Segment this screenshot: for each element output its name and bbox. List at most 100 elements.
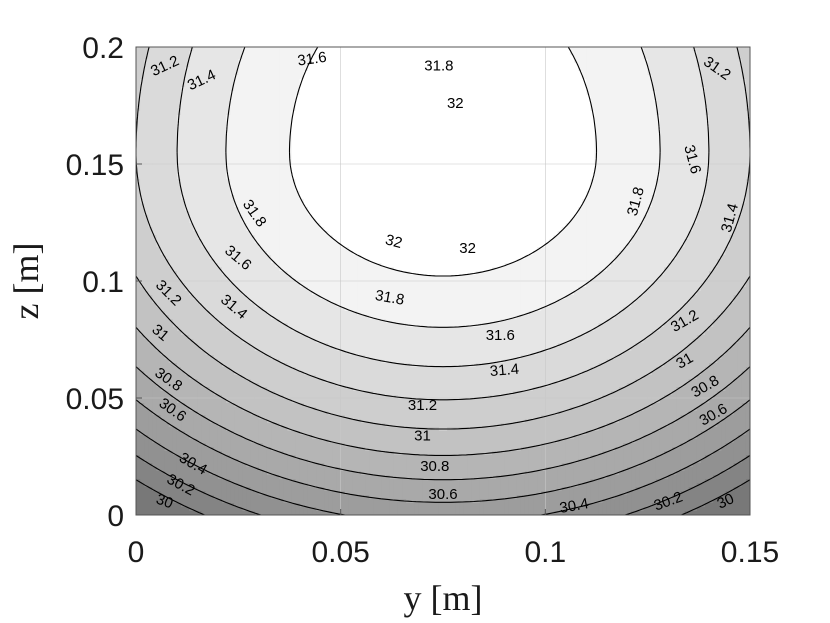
field-cell — [160, 51, 166, 56]
field-cell — [205, 175, 211, 180]
field-cell — [352, 107, 358, 112]
field-cell — [508, 71, 514, 76]
field-cell — [336, 131, 342, 136]
field-cell — [271, 95, 276, 100]
field-cell — [606, 151, 612, 156]
field-cell — [148, 91, 153, 96]
field-cell — [541, 51, 546, 56]
field-cell — [238, 159, 244, 164]
field-cell — [508, 59, 514, 64]
field-cell — [361, 91, 366, 96]
field-cell — [602, 55, 608, 60]
field-cell — [578, 87, 583, 92]
field-cell — [729, 47, 735, 52]
field-cell — [414, 143, 420, 148]
field-cell — [569, 63, 575, 68]
field-cell — [594, 107, 600, 112]
field-cell — [426, 95, 432, 100]
field-cell — [361, 147, 366, 152]
field-cell — [709, 79, 714, 84]
field-cell — [557, 83, 563, 88]
field-cell — [144, 79, 149, 84]
field-cell — [320, 123, 325, 128]
field-cell — [340, 99, 346, 104]
field-cell — [357, 167, 362, 172]
field-cell — [627, 155, 632, 160]
field-cell — [377, 127, 383, 132]
field-cell — [406, 47, 411, 52]
field-cell — [606, 119, 612, 124]
field-cell — [152, 95, 158, 100]
field-cell — [590, 175, 596, 180]
field-cell — [226, 59, 231, 64]
field-cell — [520, 127, 526, 132]
field-cell — [488, 139, 493, 144]
field-cell — [193, 79, 198, 84]
field-cell — [508, 139, 514, 144]
field-cell — [262, 127, 268, 132]
field-cell — [471, 131, 477, 136]
field-cell — [590, 135, 596, 140]
field-cell — [430, 115, 436, 120]
field-cell — [271, 107, 276, 112]
field-cell — [692, 107, 698, 112]
field-cell — [148, 103, 153, 108]
field-cell — [647, 123, 653, 128]
field-cell — [344, 143, 350, 148]
field-cell — [549, 151, 555, 156]
field-cell — [664, 51, 669, 56]
field-cell — [217, 147, 223, 152]
field-cell — [516, 175, 522, 180]
field-cell — [168, 107, 174, 112]
field-cell — [266, 111, 272, 116]
field-cell — [537, 147, 542, 152]
field-cell — [528, 127, 534, 132]
field-cell — [590, 83, 596, 88]
field-cell — [328, 103, 334, 108]
field-cell — [664, 59, 669, 64]
field-cell — [324, 79, 329, 84]
field-cell — [332, 155, 338, 160]
field-cell — [258, 179, 264, 184]
field-cell — [254, 163, 260, 168]
field-cell — [295, 55, 301, 60]
field-cell — [537, 83, 542, 88]
field-cell — [471, 123, 477, 128]
field-cell — [340, 119, 346, 124]
field-cell — [455, 63, 460, 68]
field-cell — [136, 147, 141, 152]
field-cell — [614, 175, 620, 180]
field-cell — [520, 111, 526, 116]
field-cell — [569, 131, 575, 136]
field-cell — [520, 99, 526, 104]
field-cell — [361, 55, 366, 60]
field-cell — [197, 115, 203, 120]
field-cell — [328, 107, 334, 112]
field-cell — [320, 87, 325, 92]
field-cell — [655, 139, 661, 144]
field-cell — [385, 103, 391, 108]
field-cell — [659, 99, 665, 104]
field-cell — [696, 83, 702, 88]
field-cell — [676, 119, 682, 124]
field-cell — [696, 59, 702, 64]
field-cell — [287, 123, 293, 128]
field-cell — [234, 59, 239, 64]
field-cell — [488, 63, 493, 68]
field-cell — [303, 115, 309, 120]
field-cell — [324, 119, 329, 124]
field-cell — [136, 119, 141, 124]
field-cell — [361, 123, 366, 128]
field-cell — [283, 103, 289, 108]
field-cell — [246, 79, 252, 84]
field-cell — [557, 91, 563, 96]
field-cell — [217, 75, 223, 80]
field-cell — [586, 135, 591, 140]
field-cell — [496, 59, 501, 64]
field-cell — [332, 115, 338, 120]
field-cell — [545, 83, 551, 88]
field-cell — [569, 155, 575, 160]
field-cell — [676, 171, 682, 176]
field-cell — [655, 127, 661, 132]
field-cell — [381, 131, 387, 136]
